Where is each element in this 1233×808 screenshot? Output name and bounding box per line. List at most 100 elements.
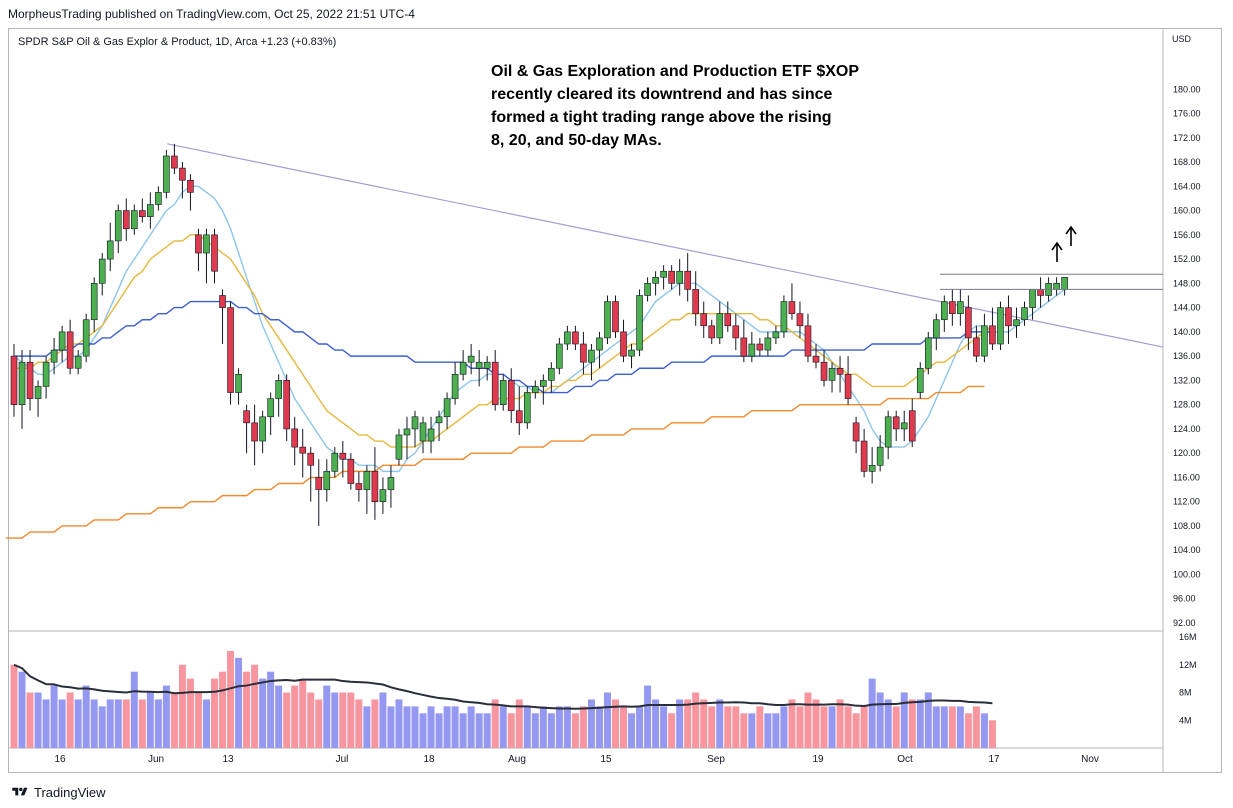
volume-bar <box>435 713 443 748</box>
up-arrow-icon <box>1051 241 1063 262</box>
candle-body <box>636 295 643 351</box>
volume-bar <box>908 699 916 748</box>
candle <box>596 331 603 369</box>
volume-bar <box>539 706 547 748</box>
volume-tick-label: 8M <box>1179 688 1192 698</box>
volume-bar <box>612 699 619 748</box>
candle-body <box>1005 307 1012 327</box>
candle <box>732 313 740 351</box>
candle-body <box>443 398 451 418</box>
chart-frame <box>8 28 1222 773</box>
candle <box>556 337 563 375</box>
time-tick-label: Jul <box>336 754 349 765</box>
volume-bar <box>419 713 427 748</box>
volume-bar <box>507 713 515 748</box>
volume-bar <box>74 699 82 748</box>
candle <box>323 459 331 502</box>
annotation-line: formed a tight trading range above the r… <box>491 109 832 126</box>
candle <box>708 319 716 344</box>
volume-bar <box>259 678 267 748</box>
candle-body <box>387 477 395 490</box>
price-tick-label: 152.00 <box>1173 254 1201 264</box>
candle-body <box>147 204 154 217</box>
annotation-line: 8, 20, and 50-day MAs. <box>491 132 662 149</box>
candle-body <box>564 331 571 345</box>
volume-bar <box>186 678 194 748</box>
candle-body <box>34 386 42 399</box>
price-tick-label: 156.00 <box>1173 230 1201 240</box>
candle-body <box>355 483 363 490</box>
candle <box>507 368 515 423</box>
volume-bar <box>579 706 587 748</box>
ma200-line <box>5 385 985 539</box>
candle-body <box>860 440 868 472</box>
price-tick-label: 128.00 <box>1173 400 1201 410</box>
price-tick-label: 104.00 <box>1173 545 1201 555</box>
candle <box>668 265 675 290</box>
candle-body <box>235 374 242 393</box>
volume-bar <box>387 706 395 748</box>
volume-bar <box>668 713 676 748</box>
volume-bar <box>988 720 996 748</box>
volume-bar <box>916 699 924 748</box>
candle <box>580 331 587 375</box>
candle-body <box>852 422 860 442</box>
tradingview-logo-icon <box>12 787 28 796</box>
candle <box>419 416 427 454</box>
volume-bar <box>948 706 956 748</box>
candle <box>628 344 635 369</box>
volume-bar <box>146 692 154 748</box>
candle-body <box>788 301 796 314</box>
volume-bar <box>964 713 972 748</box>
volume-bar <box>876 692 884 748</box>
tradingview-brand[interactable]: TradingView <box>12 783 106 801</box>
volume-bar <box>106 699 114 748</box>
candle-body <box>1061 276 1068 290</box>
volume-bar <box>18 671 26 748</box>
price-tick-label: 108.00 <box>1173 521 1201 531</box>
candle <box>540 374 547 405</box>
candle <box>443 392 451 429</box>
volume-bar <box>275 685 283 748</box>
candle-body <box>90 283 98 321</box>
candle <box>259 410 266 454</box>
candle-body <box>932 319 940 339</box>
volume-bar <box>587 699 595 748</box>
volume-bar <box>162 685 170 748</box>
price-tick-label: 120.00 <box>1173 448 1201 458</box>
candle <box>1037 277 1044 308</box>
candle-body <box>315 477 323 490</box>
volume-bar <box>219 671 227 748</box>
volume-bar <box>812 699 820 748</box>
candle <box>1013 307 1020 338</box>
candle <box>147 192 154 229</box>
volume-bar <box>491 699 499 748</box>
candle-body <box>82 319 90 357</box>
candle <box>307 447 315 502</box>
candle <box>523 386 531 429</box>
time-tick-label: Oct <box>897 754 913 765</box>
candle-body <box>588 349 595 363</box>
candle-body <box>467 355 475 363</box>
candle <box>916 362 924 399</box>
candle <box>780 295 788 338</box>
candle-body <box>981 325 988 357</box>
candle-body <box>275 380 282 399</box>
volume-bar <box>844 706 852 748</box>
time-tick-label: 18 <box>423 754 435 765</box>
volume-bar <box>98 706 106 748</box>
volume-bar <box>307 692 315 748</box>
candle <box>997 301 1004 351</box>
volume-bar <box>828 706 836 748</box>
time-tick-label: 16 <box>54 754 66 765</box>
price-tick-label: 92.00 <box>1173 618 1196 628</box>
candle-body <box>836 367 844 375</box>
candle <box>636 289 643 357</box>
candle <box>860 428 868 478</box>
candle-body <box>122 210 130 230</box>
volume-bar <box>347 692 355 748</box>
candle <box>475 350 483 387</box>
price-tick-label: 112.00 <box>1173 497 1200 507</box>
candle-body <box>267 398 274 418</box>
